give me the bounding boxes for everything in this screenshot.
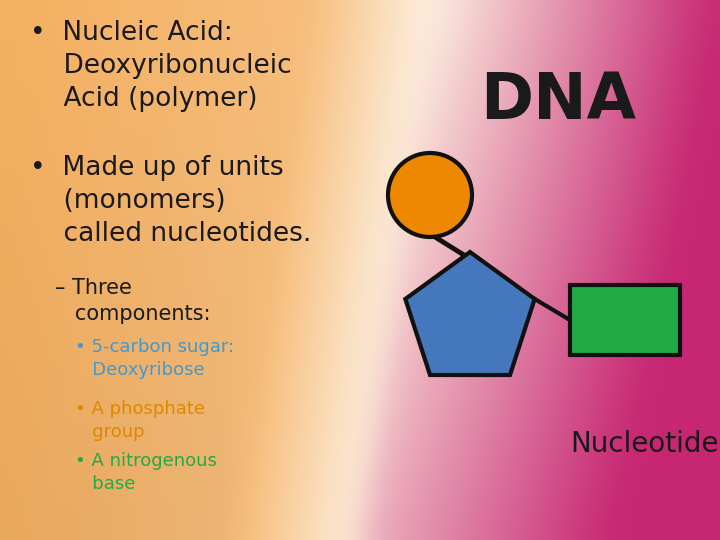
Text: • A phosphate
   group: • A phosphate group xyxy=(75,400,205,441)
Text: DNA: DNA xyxy=(480,70,636,132)
Polygon shape xyxy=(405,252,535,375)
Text: •  Made up of units
    (monomers)
    called nucleotides.: • Made up of units (monomers) called nuc… xyxy=(30,155,311,247)
Text: – Three
   components:: – Three components: xyxy=(55,278,210,323)
Circle shape xyxy=(388,153,472,237)
Bar xyxy=(570,285,680,355)
Text: Nucleotide: Nucleotide xyxy=(570,430,719,458)
Text: • A nitrogenous
   base: • A nitrogenous base xyxy=(75,452,217,493)
Text: •  Nucleic Acid:
    Deoxyribonucleic
    Acid (polymer): • Nucleic Acid: Deoxyribonucleic Acid (p… xyxy=(30,20,292,112)
Text: • 5-carbon sugar:
   Deoxyribose: • 5-carbon sugar: Deoxyribose xyxy=(75,338,234,379)
